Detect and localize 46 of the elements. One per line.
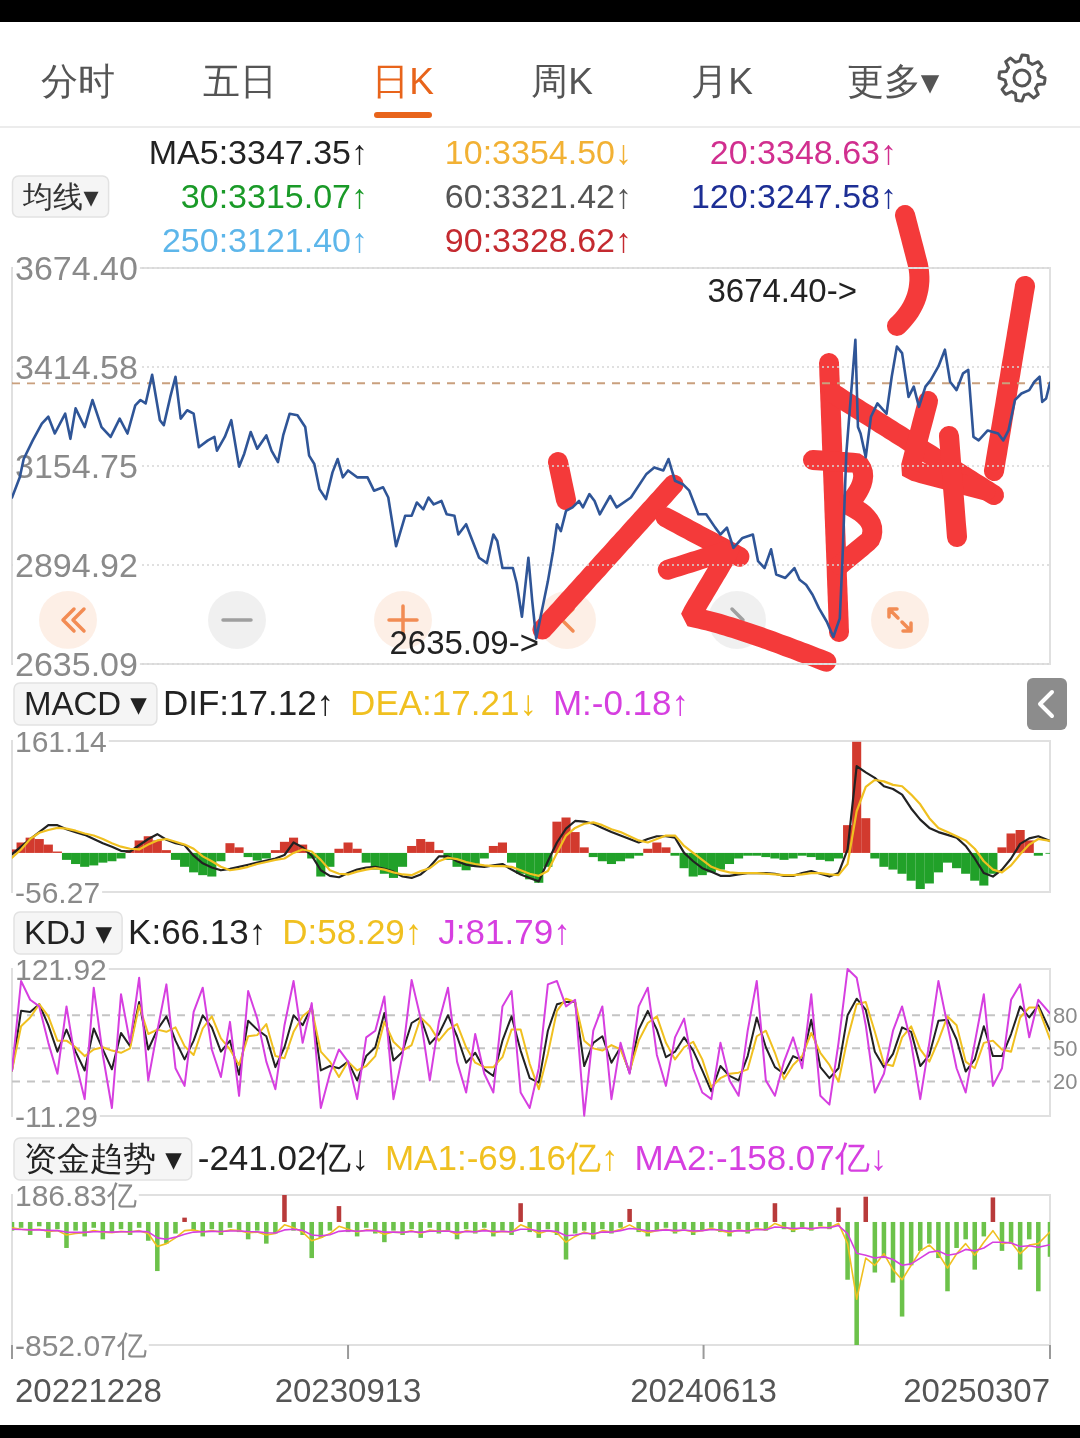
y-tick-label: 186.83亿 (15, 1178, 137, 1212)
ref-line-label: 20 (1053, 1069, 1078, 1095)
y-tick-label: -11.29 (15, 1099, 98, 1133)
text: 均线▾ (22, 180, 99, 213)
x-tick-label: 20230913 (274, 1372, 422, 1409)
text: 月K (691, 61, 754, 102)
y-tick-label: 3414.58 (15, 348, 138, 387)
annotation: 2635.09-> (389, 624, 539, 661)
text: DIF:17.12↑ (162, 683, 335, 722)
series-label: -241.02亿↓ (197, 1138, 369, 1177)
text: 10:3354.50↓ (444, 133, 632, 171)
y-tick-label: 2635.09 (15, 645, 138, 684)
chart-title: 资金趋势 ▾ (24, 1140, 183, 1177)
chart-title: KDJ ▾ (24, 914, 113, 951)
y-tick-label: -56.27 (15, 875, 101, 909)
text: 更多▾ (846, 61, 940, 102)
ref-line-label: 50 (1053, 1036, 1078, 1062)
text: 20:3348.63↑ (709, 133, 897, 171)
y-tick-label: 121.92 (15, 952, 107, 986)
chart-title: MACD ▾ (24, 685, 148, 722)
text: 60:3321.42↑ (444, 177, 632, 215)
text: 分时 (41, 61, 115, 102)
ref-line-label: 80 (1053, 1003, 1078, 1029)
text: 周K (531, 61, 594, 102)
text: M:-0.18↑ (552, 683, 690, 722)
text: DEA:17.21↓ (350, 683, 537, 722)
x-tick-label: 20221228 (15, 1372, 162, 1409)
text: 90:3328.62↑ (444, 221, 632, 259)
text: 五日 (203, 61, 277, 102)
text: 日K (372, 61, 435, 102)
text: 120:3247.58↑ (690, 177, 897, 215)
series-label: D:58.29↑ (282, 912, 423, 951)
text: 250:3121.40↑ (161, 221, 368, 259)
series-label: MA2:-158.07亿↓ (634, 1138, 888, 1177)
annotation: 3674.40-> (707, 272, 857, 309)
text: MA5:3347.35↑ (148, 133, 368, 171)
y-tick-label: 2894.92 (15, 546, 138, 585)
y-tick-label: 161.14 (15, 724, 107, 758)
text: 30:3315.07↑ (180, 177, 368, 215)
series-label: MA1:-69.16亿↑ (384, 1138, 619, 1177)
x-tick-label: 20250307 (903, 1372, 1050, 1409)
y-tick-label: 3674.40 (15, 249, 138, 288)
series-label: K:66.13↑ (128, 912, 267, 951)
y-tick-label: -852.07亿 (15, 1328, 147, 1362)
series-label: J:81.79↑ (438, 912, 571, 951)
x-tick-label: 20240613 (630, 1372, 777, 1409)
